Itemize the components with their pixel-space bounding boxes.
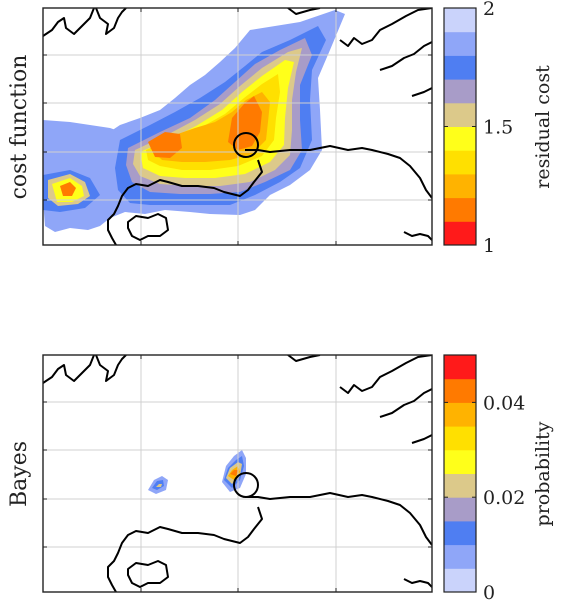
probability-colorbar-band [444,544,476,569]
residual-cost-colorbar-band [444,102,476,127]
residual-cost-colorbar-band [444,221,476,246]
probability-colorbar-band [444,402,476,427]
probability-colorbar-band [444,497,476,522]
probability-colorbar-band [444,473,476,498]
probability-colorbar-band [444,520,476,546]
residual-cost-tick-label: 1 [483,235,495,257]
probability-tick-label: 0 [483,582,495,600]
probability-tick-label: 0.02 [483,487,525,509]
residual-cost-colorbar-band [444,126,476,151]
bayes-reference-circle [233,472,259,498]
cost-function-ylabel: cost function [7,55,32,200]
cost-function-panel: cost function 11.52 residual cost [7,0,554,257]
residual-cost-colorbar-band [444,79,476,104]
bayes-east-peak [222,450,246,492]
residual-cost-colorbar-band [444,150,476,175]
bayes-panel: Bayes 0 0.02 0.04 probability [7,354,554,600]
cost-function-coastline [43,8,432,245]
probability-label: probability [532,421,554,526]
cost-function-ticks [43,8,432,245]
probability-tick-label: 0.04 [483,392,525,414]
residual-cost-tick-label: 1.5 [483,117,513,139]
residual-cost-label: residual cost [532,65,554,189]
residual-cost-colorbar: 11.52 [443,0,513,257]
probability-colorbar-band [444,426,476,451]
bayes-west-peak [148,476,168,494]
residual-cost-colorbar-band [444,8,476,33]
probability-colorbar-band [444,449,476,474]
residual-cost-colorbar-band [444,173,476,199]
residual-cost-colorbar-band [444,31,476,56]
bayes-coastline [43,355,432,592]
probability-colorbar-band [444,378,476,403]
bayes-ylabel: Bayes [7,441,32,507]
probability-colorbar-band [444,355,476,380]
probability-colorbar-band [444,568,476,593]
probability-colorbar: 0 0.02 0.04 [443,354,525,600]
bayes-ticks [43,355,432,592]
residual-cost-colorbar-band [444,197,476,222]
bayes-map [43,355,432,592]
cost-function-map [43,8,432,245]
bayes-grid [43,355,432,592]
probability-colorbar-frame [443,354,477,593]
residual-cost-colorbar-band [444,55,476,80]
residual-cost-tick-label: 2 [483,0,495,20]
cost-function-reference-circle [233,132,259,158]
